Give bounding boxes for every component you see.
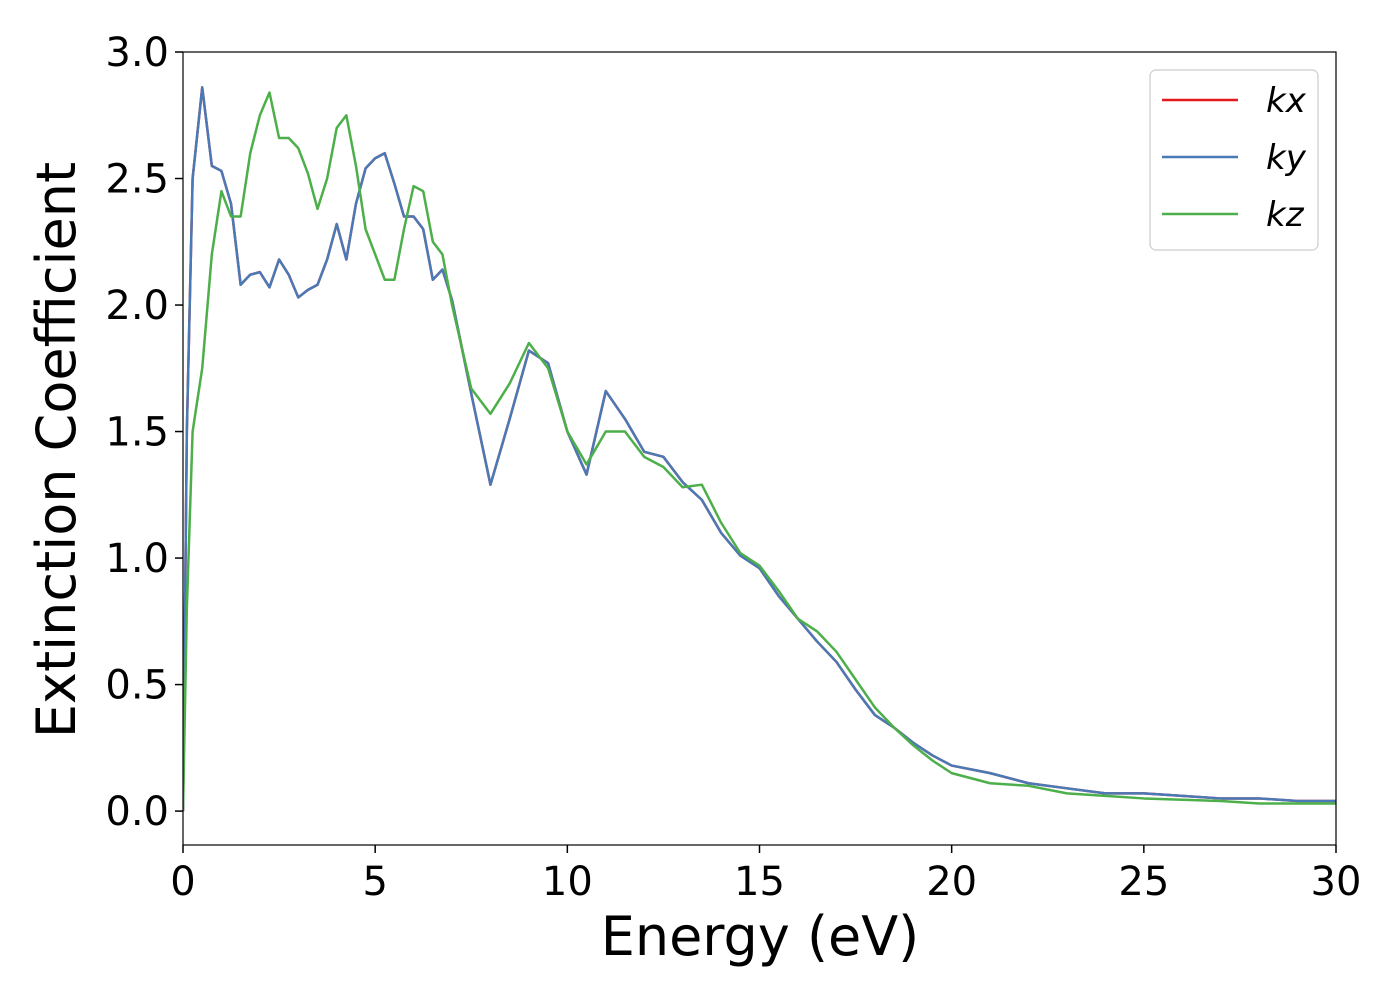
- x-tick-label: 0: [170, 859, 195, 905]
- line-series: [183, 91, 1336, 812]
- y-tick-label: 3.0: [105, 30, 169, 76]
- line-series: [183, 86, 1336, 812]
- y-tick-label: 2.0: [105, 283, 169, 329]
- y-tick-label: 1.5: [105, 410, 169, 456]
- x-tick-label: 15: [734, 859, 785, 905]
- x-tick-label: 20: [926, 859, 977, 905]
- y-tick-label: 0.5: [105, 663, 169, 709]
- legend-box: [1149, 69, 1319, 251]
- plot-frame: [182, 51, 1337, 846]
- x-tick-label: 10: [542, 859, 593, 905]
- x-axis-label: Energy (eV): [601, 905, 920, 968]
- y-tick-label: 0.0: [105, 789, 169, 835]
- legend-label: kx: [1266, 81, 1307, 121]
- y-tick-label: 1.0: [105, 536, 169, 582]
- y-tick-label: 2.5: [105, 157, 169, 203]
- legend-label: ky: [1266, 138, 1307, 178]
- x-tick-label: 30: [1311, 859, 1362, 905]
- x-tick-label: 25: [1118, 859, 1169, 905]
- y-axis-label: Extinction Coefficient: [25, 162, 88, 738]
- legend-label: kz: [1266, 195, 1305, 235]
- x-tick-label: 5: [362, 859, 387, 905]
